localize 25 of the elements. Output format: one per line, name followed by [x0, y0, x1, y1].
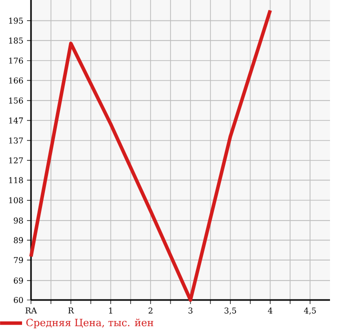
y-tick-label: 137	[9, 137, 23, 144]
y-tick-label: 166	[9, 77, 23, 84]
legend-label: Средняя Цена, тыс. йен	[26, 318, 154, 328]
y-tick-label: 147	[9, 117, 23, 124]
y-tick-label: 118	[9, 177, 23, 184]
x-tick-label: 4,5	[304, 308, 316, 315]
y-tick-label: 195	[9, 18, 23, 24]
y-tick-label: 108	[9, 197, 23, 204]
y-tick-label: 156	[9, 98, 23, 104]
x-tick-label: 3,5	[224, 308, 236, 315]
y-tick-label: 176	[9, 58, 23, 64]
x-tick-label: RA	[26, 308, 37, 314]
x-tick-label: R	[68, 308, 74, 314]
y-tick-label: 69	[14, 278, 23, 284]
x-tick-label: 4	[268, 308, 272, 314]
line-series	[29, 8, 272, 302]
y-tick-label: 98	[14, 218, 23, 224]
y-tick-label: 127	[9, 157, 23, 164]
x-tick-label: 3	[188, 308, 192, 314]
y-tick-label: 89	[14, 237, 23, 244]
y-tick-label: 185	[9, 38, 23, 44]
x-tick-label: 1	[109, 308, 112, 314]
x-tick-label: 2	[148, 308, 152, 314]
y-tick-label: 60	[14, 296, 23, 304]
y-tick-label: 79	[14, 257, 23, 264]
